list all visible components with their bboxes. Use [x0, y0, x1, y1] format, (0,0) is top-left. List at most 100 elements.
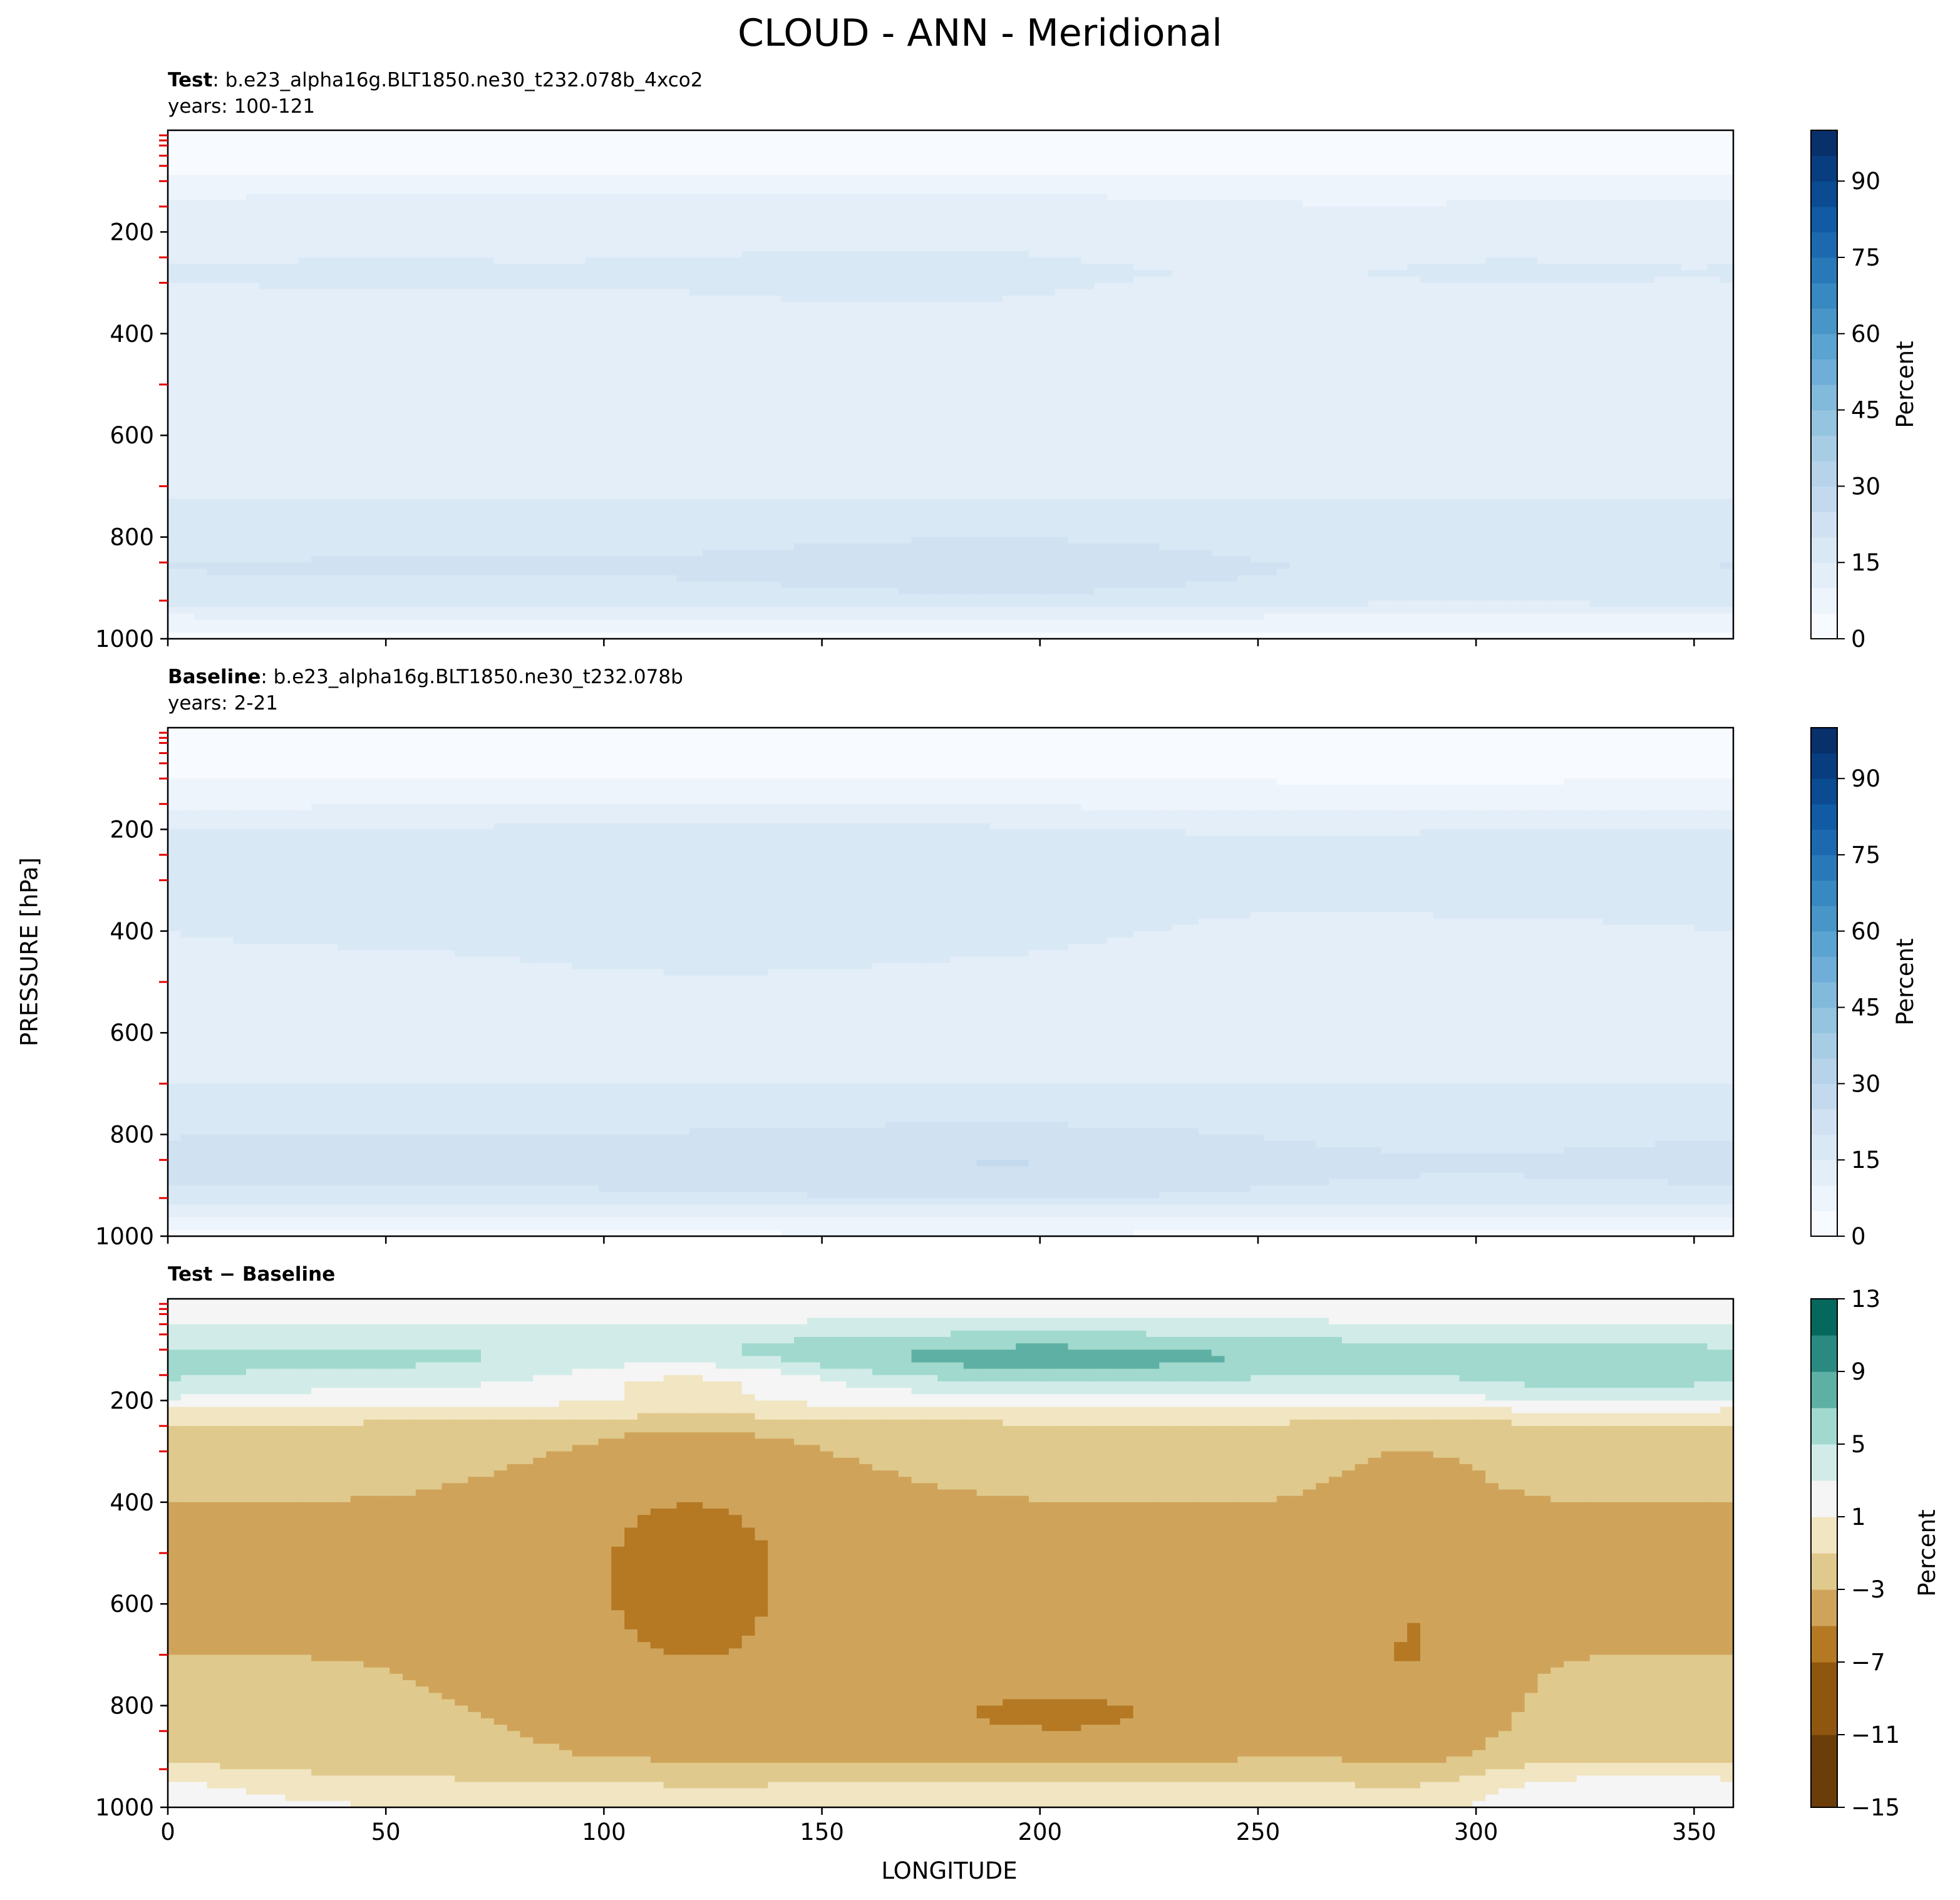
heatmap-cell: [664, 562, 678, 569]
heatmap-cell: [651, 359, 664, 366]
heatmap-cell: [507, 156, 521, 163]
heatmap-cell: [259, 576, 273, 582]
heatmap-cell: [559, 283, 573, 290]
heatmap-cell: [220, 556, 234, 563]
heatmap-cell: [442, 397, 456, 404]
heatmap-cell: [429, 531, 443, 538]
heatmap-cell: [220, 601, 234, 607]
heatmap-cell: [585, 251, 599, 258]
heatmap-cell: [220, 168, 234, 175]
heatmap-cell: [351, 302, 364, 309]
heatmap-cell: [220, 251, 234, 258]
heatmap-cell: [611, 391, 625, 398]
heatmap-cell: [742, 588, 756, 595]
heatmap-cell: [664, 207, 678, 214]
heatmap-cell: [481, 257, 495, 264]
heatmap-cell: [651, 594, 664, 601]
heatmap-cell: [755, 391, 769, 398]
heatmap-cell: [286, 200, 299, 207]
heatmap-cell: [794, 397, 808, 404]
heatmap-cell: [768, 385, 781, 391]
heatmap-cell: [689, 480, 703, 487]
heatmap-cell: [351, 588, 364, 595]
heatmap-cell: [729, 588, 743, 595]
heatmap-cell: [416, 441, 430, 448]
heatmap-cell: [481, 296, 495, 302]
heatmap-cell: [755, 576, 769, 582]
heatmap-cell: [689, 251, 703, 258]
heatmap-cell: [233, 346, 247, 353]
heatmap-cell: [168, 359, 182, 366]
heatmap-cell: [481, 448, 495, 455]
heatmap-cell: [768, 448, 781, 455]
heatmap-cell: [546, 404, 560, 411]
heatmap-cell: [572, 296, 586, 302]
heatmap-cell: [585, 562, 599, 569]
heatmap-cell: [442, 257, 456, 264]
heatmap-cell: [611, 480, 625, 487]
heatmap-cell: [272, 423, 286, 430]
heatmap-cell: [233, 493, 247, 500]
heatmap-cell: [286, 366, 299, 373]
heatmap-cell: [194, 137, 208, 143]
heatmap-cell: [611, 441, 625, 448]
heatmap-cell: [781, 296, 795, 302]
heatmap-cell: [389, 505, 403, 512]
heatmap-cell: [651, 245, 664, 252]
heatmap-cell: [689, 423, 703, 430]
heatmap-cell: [533, 620, 547, 627]
heatmap-cell: [703, 156, 716, 163]
heatmap-cell: [794, 423, 808, 430]
heatmap-cell: [389, 524, 403, 531]
heatmap-cell: [364, 499, 378, 506]
heatmap-cell: [585, 289, 599, 296]
heatmap-cell: [168, 372, 182, 379]
heatmap-cell: [781, 270, 795, 277]
heatmap-cell: [324, 340, 338, 347]
heatmap-cell: [716, 467, 730, 474]
heatmap-cell: [468, 130, 482, 137]
heatmap-cell: [742, 359, 756, 366]
heatmap-cell: [599, 187, 612, 194]
heatmap-cell: [364, 334, 378, 341]
heatmap-cell: [351, 544, 364, 550]
heatmap-cell: [664, 512, 678, 519]
heatmap-cell: [624, 582, 638, 589]
heatmap-cell: [585, 225, 599, 232]
heatmap-cell: [520, 168, 534, 175]
heatmap-cell: [637, 353, 651, 359]
heatmap-cell: [403, 435, 416, 442]
heatmap-cell: [637, 576, 651, 582]
heatmap-cell: [716, 416, 730, 423]
heatmap-cell: [637, 524, 651, 531]
heatmap-cell: [611, 473, 625, 480]
heatmap-cell: [664, 257, 678, 264]
heatmap-cell: [651, 225, 664, 232]
heatmap-cell: [389, 576, 403, 582]
heatmap-cell: [351, 435, 364, 442]
heatmap-cell: [233, 200, 247, 207]
heatmap-cell: [233, 391, 247, 398]
heatmap-cell: [455, 264, 468, 271]
heatmap-cell: [416, 448, 430, 455]
heatmap-cell: [664, 499, 678, 506]
heatmap-cell: [181, 194, 195, 201]
heatmap-cell: [768, 512, 781, 519]
heatmap-cell: [716, 594, 730, 601]
heatmap-cell: [729, 461, 743, 468]
heatmap-cell: [599, 626, 612, 633]
heatmap-cell: [755, 473, 769, 480]
heatmap-cell: [794, 448, 808, 455]
heatmap-cell: [637, 257, 651, 264]
heatmap-cell: [468, 423, 482, 430]
heatmap-cell: [233, 385, 247, 391]
heatmap-cell: [246, 257, 260, 264]
heatmap-cell: [689, 181, 703, 188]
heatmap-cell: [716, 143, 730, 150]
heatmap-cell: [624, 239, 638, 245]
heatmap-cell: [481, 175, 495, 182]
heatmap-cell: [272, 314, 286, 321]
heatmap-cell: [429, 321, 443, 328]
heatmap-cell: [286, 423, 299, 430]
heatmap-cell: [494, 486, 508, 493]
